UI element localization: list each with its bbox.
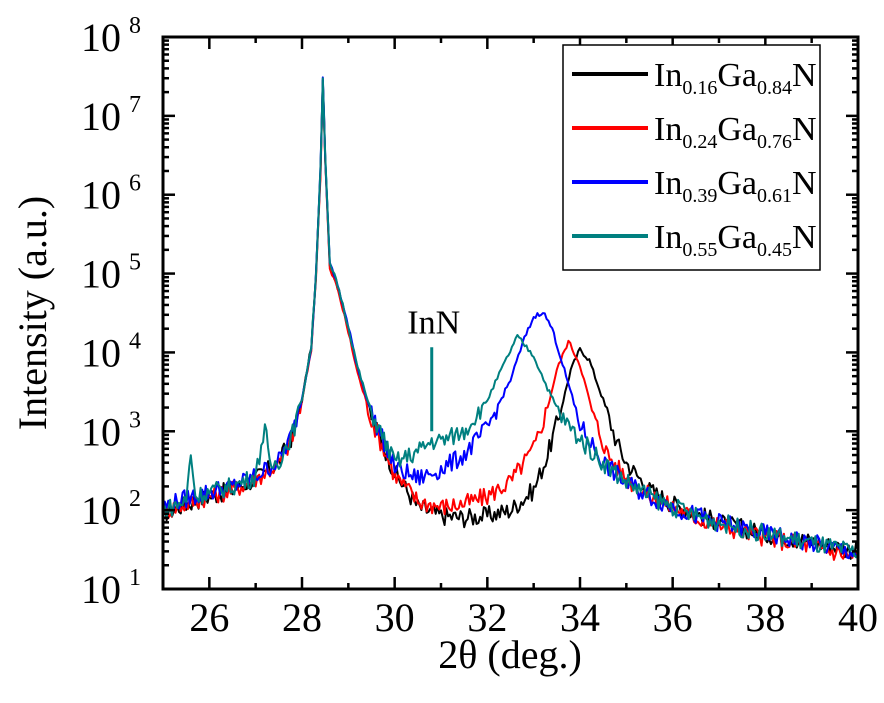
y-tick-label: 10 [81,252,121,297]
legend: In0.16Ga0.84N In0.24Ga0.76N In0.39Ga0.61N I… [562,44,821,271]
y-tick-exponent: 3 [129,407,141,433]
x-tick-label: 26 [189,595,229,640]
x-tick-label: 36 [653,595,693,640]
legend-box [562,44,821,271]
y-tick-exponent: 6 [129,171,141,197]
series-layer [162,76,859,561]
legend-label: In0.39Ga0.61N [654,165,817,207]
y-axis-title: Intensity (a.u.) [10,196,55,430]
legend-label: In0.16Ga0.84N [654,57,817,99]
y-tick-exponent: 4 [129,328,141,354]
annotation-layer: InN [407,304,460,432]
x-tick-label: 32 [467,595,507,640]
x-axis-title: 2θ (deg.) [438,632,582,677]
y-tick-exponent: 8 [129,13,141,39]
ticks-layer: 26 28 30 32 34 36 38 40 10 1 10 2 10 3 10 4 10 5 10 6 10 7 10 8 [81,13,878,640]
inn-annotation-label: InN [407,304,460,341]
y-tick-exponent: 5 [129,250,141,276]
x-tick-label: 40 [838,595,878,640]
y-tick-label: 10 [81,173,121,218]
y-tick-label: 10 [81,488,121,533]
y-tick-exponent: 7 [129,92,141,118]
legend-label: In0.24Ga0.76N [654,111,817,153]
y-tick-label: 10 [81,567,121,612]
y-tick-label: 10 [81,94,121,139]
x-tick-label: 38 [745,595,785,640]
plot-frame [161,35,860,591]
x-tick-label: 30 [375,595,415,640]
x-tick-label: 34 [560,595,600,640]
y-tick-exponent: 1 [129,565,141,591]
legend-label: In0.55Ga0.45N [654,219,817,261]
series-line-4 [162,77,859,559]
y-tick-label: 10 [81,409,121,454]
y-tick-label: 10 [81,330,121,375]
x-tick-label: 28 [282,595,322,640]
y-tick-label: 10 [81,15,121,60]
y-tick-exponent: 2 [129,486,141,512]
